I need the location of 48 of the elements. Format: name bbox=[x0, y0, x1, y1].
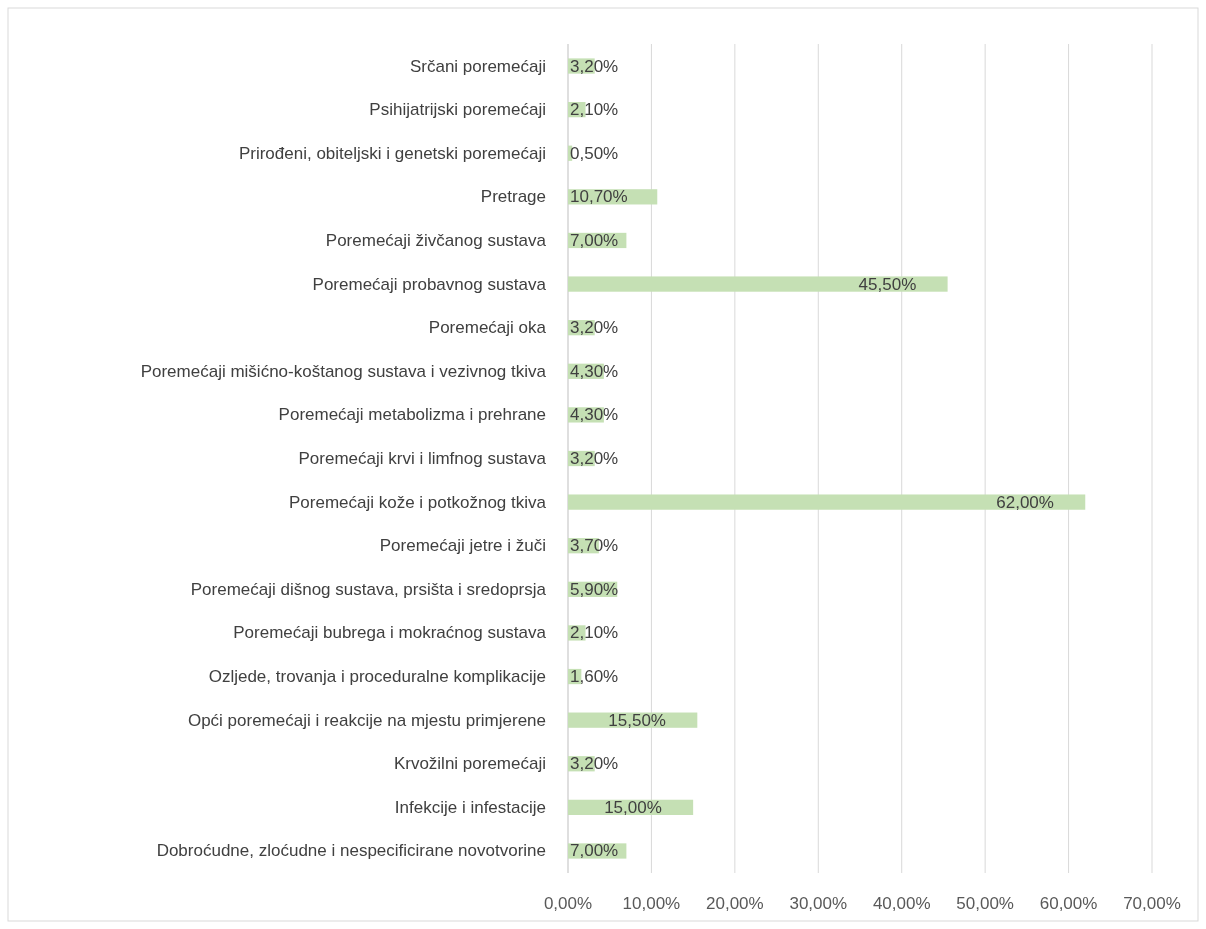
data-label: 15,00% bbox=[604, 797, 662, 817]
data-label: 15,50% bbox=[608, 710, 666, 730]
y-tick-label: Poremećaji probavnog sustava bbox=[312, 274, 547, 294]
y-tick-label: Psihijatrijski poremećaji bbox=[369, 100, 546, 120]
data-label: 4,30% bbox=[570, 405, 619, 425]
y-tick-label: Opći poremećaji i reakcije na mjestu primjerene bbox=[187, 710, 546, 730]
data-label: 3,70% bbox=[570, 536, 619, 556]
bar bbox=[568, 494, 1086, 510]
x-tick-label: 40,00% bbox=[872, 894, 931, 913]
data-label: 10,70% bbox=[570, 187, 628, 207]
y-tick-label: Poremećaji živčanog sustava bbox=[325, 230, 547, 250]
y-tick-label: Poremećaji krvi i limfnog sustava bbox=[298, 449, 547, 468]
data-label: 3,20% bbox=[570, 449, 619, 468]
x-tick-label: 30,00% bbox=[789, 894, 848, 913]
x-tick-label: 0,00% bbox=[543, 894, 593, 913]
data-label: 2,10% bbox=[570, 100, 619, 120]
data-label: 7,00% bbox=[570, 230, 619, 250]
data-label: 0,50% bbox=[570, 143, 619, 163]
y-tick-label: Pretrage bbox=[480, 187, 546, 207]
y-tick-label: Poremećaji mišićno-koštanog sustava i vezivnog tkiva bbox=[140, 361, 547, 381]
data-label: 3,20% bbox=[570, 56, 619, 76]
data-label: 3,20% bbox=[570, 754, 619, 774]
y-tick-label: Poremećaji kože i potkožnog tkiva bbox=[288, 492, 547, 512]
x-tick-label: 20,00% bbox=[706, 894, 764, 913]
x-tick-label: 60,00% bbox=[1039, 894, 1098, 913]
x-tick-label: 50,00% bbox=[956, 894, 1014, 913]
y-tick-label: Srčani poremećaji bbox=[409, 56, 546, 76]
x-tick-label: 70,00% bbox=[1123, 894, 1181, 913]
y-tick-label: Dobroćudne, zloćudne i nespecificirane novotvorine bbox=[156, 841, 546, 861]
y-tick-label: Poremećaji bubrega i mokraćnog sustava bbox=[233, 623, 547, 643]
data-label: 1,60% bbox=[570, 667, 619, 687]
y-tick-label: Krvožilni poremećaji bbox=[393, 754, 546, 774]
y-tick-label: Infekcije i infestacije bbox=[394, 797, 546, 817]
data-label: 3,20% bbox=[570, 318, 619, 338]
data-label: 2,10% bbox=[570, 623, 619, 643]
bar bbox=[568, 276, 948, 292]
data-label: 4,30% bbox=[570, 361, 619, 381]
data-label: 45,50% bbox=[858, 274, 917, 294]
y-tick-label: Poremećaji oka bbox=[428, 318, 547, 338]
y-tick-label: Prirođeni, obiteljski i genetski poremećaji bbox=[238, 143, 546, 163]
data-label: 5,90% bbox=[570, 579, 619, 599]
data-label: 62,00% bbox=[996, 492, 1054, 512]
y-tick-label: Ozljede, trovanja i proceduralne komplikacije bbox=[208, 667, 546, 687]
y-tick-label: Poremećaji dišnog sustava, prsišta i sredoprsja bbox=[190, 579, 547, 599]
y-tick-label: Poremećaji metabolizma i prehrane bbox=[278, 405, 546, 425]
x-tick-label: 10,00% bbox=[622, 894, 681, 913]
y-tick-label: Poremećaji jetre i žuči bbox=[379, 536, 546, 556]
data-label: 7,00% bbox=[570, 841, 619, 861]
